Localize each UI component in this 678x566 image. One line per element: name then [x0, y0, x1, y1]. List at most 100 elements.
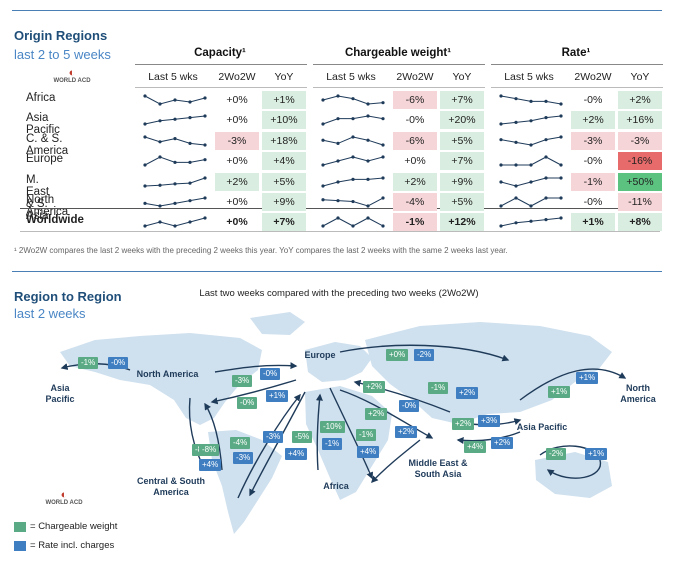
cell-2wo2w: +0%: [226, 155, 248, 167]
sparkline-point: [203, 114, 207, 118]
legend-swatch-rate: [14, 541, 26, 551]
sparkline-point: [381, 143, 385, 147]
globe-icon: ◐: [60, 489, 68, 501]
sparkline-point: [514, 221, 518, 225]
cell-2wo2w: +0%: [226, 196, 248, 208]
flow-tag-rate: +3%: [478, 415, 501, 427]
sparkline-point: [143, 201, 147, 205]
sparkline-point: [173, 98, 177, 102]
sparklines-chargeable_weight: [321, 94, 385, 228]
cell-2wo2w: -1%: [571, 173, 615, 191]
route-asia-mesa: [456, 431, 521, 444]
cell-yoy: +1%: [262, 91, 306, 109]
sparkline-point: [499, 138, 503, 142]
sparkline-point: [336, 94, 340, 98]
cell-2wo2w: +0%: [404, 155, 426, 167]
sparkline-point: [559, 102, 563, 106]
col-header-2wo2w: 2Wo2W: [574, 71, 612, 83]
origin-regions-subtitle: last 2 to 5 weeks: [14, 47, 111, 62]
sparkline-point: [529, 219, 533, 223]
col-header-rule: [313, 87, 485, 88]
sparkline-point: [366, 138, 370, 142]
sparkline-point: [559, 114, 563, 118]
col-header-rule: [491, 87, 663, 88]
sparkline-point: [514, 196, 518, 200]
flow-tag-rate: -1%: [322, 438, 343, 450]
region-label: Africa: [26, 92, 56, 104]
region-label: C. & S. America: [26, 133, 69, 157]
australia-land: [535, 452, 612, 498]
cell-yoy: +50%: [618, 173, 662, 191]
group-title-capacity: Capacity¹: [194, 47, 246, 59]
map-label-europe: Europe: [304, 350, 336, 360]
cell-2wo2w: -6%: [393, 91, 437, 109]
sparkline-point: [321, 122, 325, 126]
sparkline-point: [203, 196, 207, 200]
sparkline-point: [173, 182, 177, 186]
col-header-2wo2w: 2Wo2W: [396, 71, 434, 83]
col-header-last5: Last 5 wks: [326, 71, 376, 83]
col-header-yoy: YoY: [274, 71, 294, 83]
flow-tag-rate: +2%: [395, 426, 418, 438]
sparkline-point: [514, 163, 518, 167]
cell-yoy: +7%: [440, 152, 484, 170]
world-acd-logo: ◐ WORLD ACD: [53, 67, 91, 85]
sparkline-point: [381, 155, 385, 159]
route-na-eu: [214, 362, 298, 373]
region-label: Asia Pacific: [26, 112, 60, 136]
flow-tag-chargeable-weight: +0%: [386, 349, 409, 361]
cell-yoy: +4%: [262, 152, 306, 170]
flow-tag-chargeable-weight: -1%: [78, 357, 99, 369]
sparkline-point: [499, 224, 503, 228]
cell-2wo2w: -0%: [583, 196, 603, 208]
sparkline-point: [514, 120, 518, 124]
flow-tag-rate: +1%: [585, 448, 608, 460]
cell-2wo2w: +1%: [571, 213, 615, 231]
flow-tag-chargeable-weight: -4%: [230, 437, 251, 449]
group-title-chargeable_weight: Chargeable weight¹: [344, 47, 452, 59]
sparkline-point: [514, 140, 518, 144]
sparkline-point: [366, 216, 370, 220]
sparkline-point: [321, 138, 325, 142]
flow-tag-chargeable-weight: -5%: [292, 431, 313, 443]
flow-tag-rate: -0%: [108, 357, 129, 369]
sparkline-point: [173, 224, 177, 228]
sparkline-point: [173, 201, 177, 205]
legend-swatch-chargeable-weight: [14, 522, 26, 532]
flow-tag-rate: -2%: [414, 349, 435, 361]
cell-yoy: +9%: [262, 193, 306, 211]
col-header-last5: Last 5 wks: [504, 71, 554, 83]
flow-tag-chargeable-weight: +1%: [548, 386, 571, 398]
sparkline-point: [336, 199, 340, 203]
sparkline-point: [158, 102, 162, 106]
sparklines-capacity: [143, 94, 207, 228]
map-label-north-america: North America: [136, 369, 199, 379]
sparkline-point: [529, 143, 533, 147]
footnote: ¹ 2Wo2W compares the last 2 weeks with t…: [14, 246, 508, 255]
table-bottom-rule: [20, 231, 660, 232]
sparkline-point: [188, 100, 192, 104]
route-asia-na: [519, 368, 627, 401]
col-header-rule: [135, 87, 307, 88]
cell-2wo2w: -6%: [393, 132, 437, 150]
sparkline-point: [336, 117, 340, 121]
sparkline-point: [381, 117, 385, 121]
europe-land: [305, 342, 372, 382]
flow-tag-chargeable-weight: -3%: [232, 375, 253, 387]
sparkline-point: [188, 181, 192, 185]
sparkline-point: [514, 184, 518, 188]
sparkline-point: [366, 204, 370, 208]
cell-yoy: +7%: [440, 91, 484, 109]
legend-label-chargeable-weight: = Chargeable weight: [30, 521, 118, 532]
sparkline-point: [188, 141, 192, 145]
flow-tag-chargeable-weight: -10%: [320, 421, 345, 433]
flow-tag-rate: +4%: [285, 448, 308, 460]
cell-2wo2w: +2%: [393, 173, 437, 191]
sparkline-point: [173, 137, 177, 141]
sparkline-point: [336, 159, 340, 163]
map-label-asia-pacific-east: Asia Pacific: [516, 422, 568, 432]
flow-tag-rate: +4%: [357, 446, 380, 458]
map-caption: Last two weeks compared with the precedi…: [199, 288, 479, 299]
sparkline-point: [544, 196, 548, 200]
